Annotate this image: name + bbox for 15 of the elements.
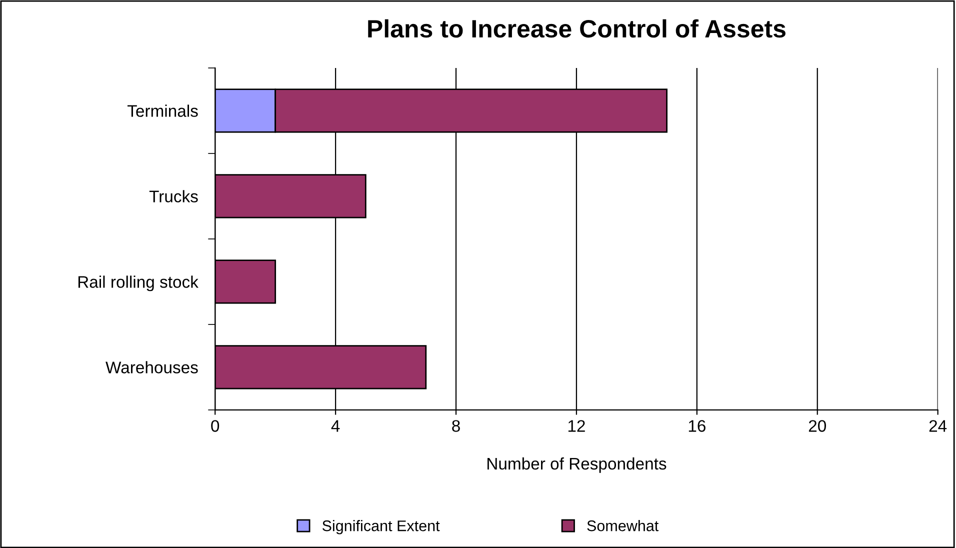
- y-tick-label: Terminals: [128, 104, 198, 117]
- x-tick-label: 16: [688, 420, 706, 432]
- x-tick-label: 4: [331, 420, 340, 432]
- x-axis-title: Number of Respondents: [488, 457, 666, 473]
- y-tick-label: Trucks: [149, 190, 198, 202]
- y-tick-label: Rail rolling stock: [78, 276, 198, 292]
- x-tick-label: 0: [211, 420, 220, 432]
- chart-title: Plans to Increase Control of Assets: [368, 19, 786, 38]
- legend-label: Somewhat: [587, 520, 659, 532]
- x-tick-label: 12: [568, 420, 585, 432]
- x-tick-label: 24: [929, 420, 947, 432]
- x-tick-label: 20: [808, 420, 826, 432]
- legend-label: Significant Extent: [322, 520, 440, 534]
- y-tick-label: Warehouses: [106, 361, 198, 374]
- x-tick-label: 8: [452, 420, 460, 432]
